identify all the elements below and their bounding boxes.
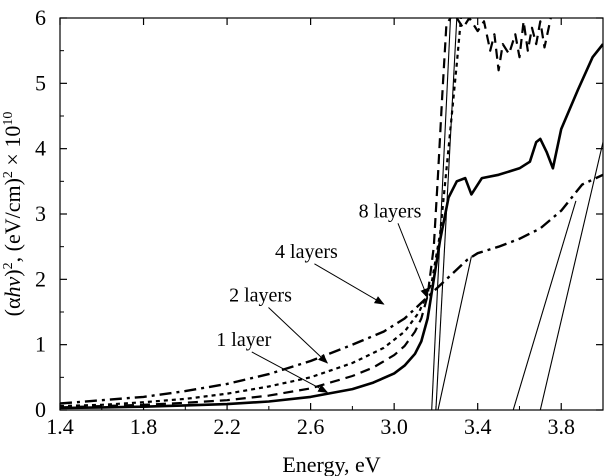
x-tick-label: 1.8	[130, 414, 158, 439]
series-line-4	[455, 18, 552, 72]
x-tick-label: 2.2	[213, 414, 241, 439]
y-axis-title: (αhν)2, (eV/cm)2 × 1010	[0, 112, 25, 317]
series-line-9	[539, 141, 603, 410]
series-line-8	[512, 200, 577, 410]
y-tick-label: 2	[35, 266, 46, 291]
x-tick-label: 3.0	[380, 414, 408, 439]
series-8-layers	[60, 18, 463, 408]
annotation-label: 1 layer	[216, 329, 271, 351]
annotation-layer: 8 layers 4 layers 2 layers 1 layer	[216, 200, 429, 393]
series-2-layers	[60, 18, 452, 409]
annotation-label: 2 layers	[229, 285, 292, 307]
annotation-arrow	[314, 263, 385, 305]
y-tick-label: 0	[35, 397, 46, 422]
series-1-layer	[60, 43, 603, 410]
annotation-label: 8 layers	[359, 200, 422, 222]
y-tick-label: 3	[35, 201, 46, 226]
y-tick-label: 5	[35, 70, 46, 95]
series-line-7	[437, 256, 472, 410]
y-tick-label: 6	[35, 5, 46, 30]
series-line-5	[431, 18, 452, 410]
annotation-arrow	[397, 223, 429, 299]
y-tick-label: 1	[35, 332, 46, 357]
series-layer	[60, 18, 603, 410]
annotation-arrow	[268, 307, 329, 364]
x-axis-title: Energy, eV	[282, 452, 380, 476]
annotation-label: 4 layers	[275, 241, 338, 263]
x-tick-label: 3.4	[464, 414, 492, 439]
axis-layer: 1.4 1.8 2.2 2.6 3.0 3.4 3.8 0 1 2 3 4 5 6	[35, 5, 603, 439]
y-tick-label: 4	[35, 136, 46, 161]
plot-frame	[59, 17, 604, 411]
series-4-layers	[60, 173, 603, 405]
annotation-arrow	[251, 351, 329, 393]
x-tick-label: 3.8	[547, 414, 575, 439]
series-line-6	[435, 18, 458, 410]
x-tick-label: 2.6	[297, 414, 325, 439]
x-tick-label: 1.4	[46, 414, 74, 439]
